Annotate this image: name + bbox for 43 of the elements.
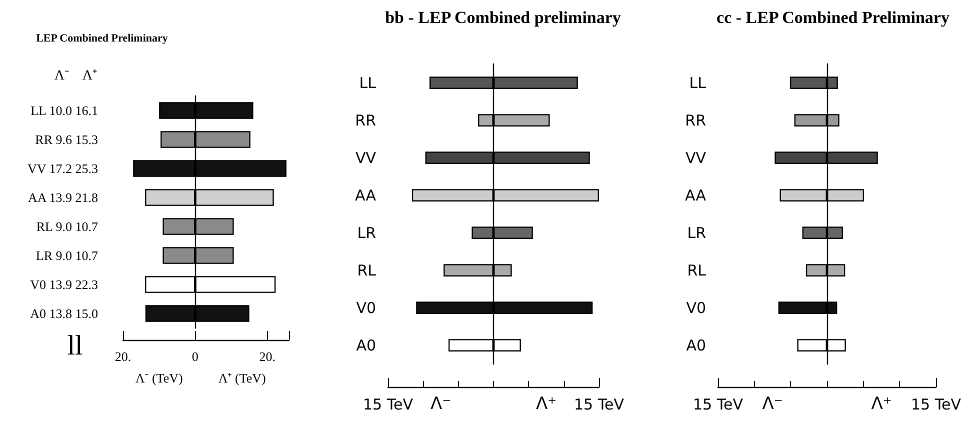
y-tick-label: RL 9.0 10.7: [36, 219, 98, 234]
y-tick-label: VV 17.2 25.3: [27, 161, 98, 176]
chart-title: LEP Combined Preliminary: [36, 32, 168, 44]
y-tick-label: LL: [359, 74, 377, 92]
y-tick-label: AA: [355, 186, 377, 204]
text: Λ⁺: [871, 394, 892, 414]
x-tick-label: 15 TeV: [363, 396, 414, 414]
y-tick-label: LL 10.0 16.1: [30, 103, 98, 118]
y-tick-label: A0: [686, 336, 706, 354]
y-tick-label: AA 13.9 21.8: [28, 190, 98, 205]
y-tick-label: RR: [685, 111, 706, 130]
y-tick-label: V0 13.9 22.3: [30, 277, 98, 292]
y-tick-label: RL: [357, 261, 377, 280]
y-tick-label: RR 9.6 15.3: [35, 132, 98, 147]
y-tick-label: LR: [357, 224, 376, 242]
text: Λ⁺: [82, 68, 98, 84]
text: Λ⁻ (TeV): [135, 370, 183, 386]
y-tick-label: VV: [355, 148, 377, 167]
chart-title: bb - LEP Combined preliminary: [385, 8, 622, 27]
y-tick-label: RR: [355, 111, 376, 130]
x-tick-label: 20.: [259, 349, 276, 364]
x-tick-label: 0: [192, 349, 198, 364]
y-tick-label: AA: [685, 186, 707, 204]
y-tick-label: RL: [687, 261, 707, 280]
x-tick-label: 20.: [114, 349, 132, 364]
text: Λ⁻: [54, 68, 70, 84]
y-tick-label: VV: [685, 148, 707, 167]
text: Λ⁻: [430, 394, 452, 414]
x-tick-label: 15 TeV: [911, 396, 962, 414]
text: Λ⁺ (TeV): [218, 370, 266, 386]
y-tick-label: V0: [686, 298, 706, 317]
y-tick-label: A0: [356, 336, 376, 354]
y-tick-label: LR 9.0 10.7: [36, 248, 98, 263]
y-tick-label: V0: [356, 298, 376, 317]
y-tick-label: LL: [689, 74, 707, 92]
text: ll: [67, 330, 83, 362]
chart-title: cc - LEP Combined Preliminary: [716, 8, 950, 27]
y-tick-label: LR: [687, 224, 706, 242]
text: Λ⁺: [536, 394, 557, 414]
text: Λ⁻: [762, 394, 783, 414]
x-tick-label: 15 TeV: [693, 396, 744, 414]
x-tick-label: 15 TeV: [574, 396, 625, 414]
y-tick-label: A0 13.8 15.0: [30, 306, 98, 321]
